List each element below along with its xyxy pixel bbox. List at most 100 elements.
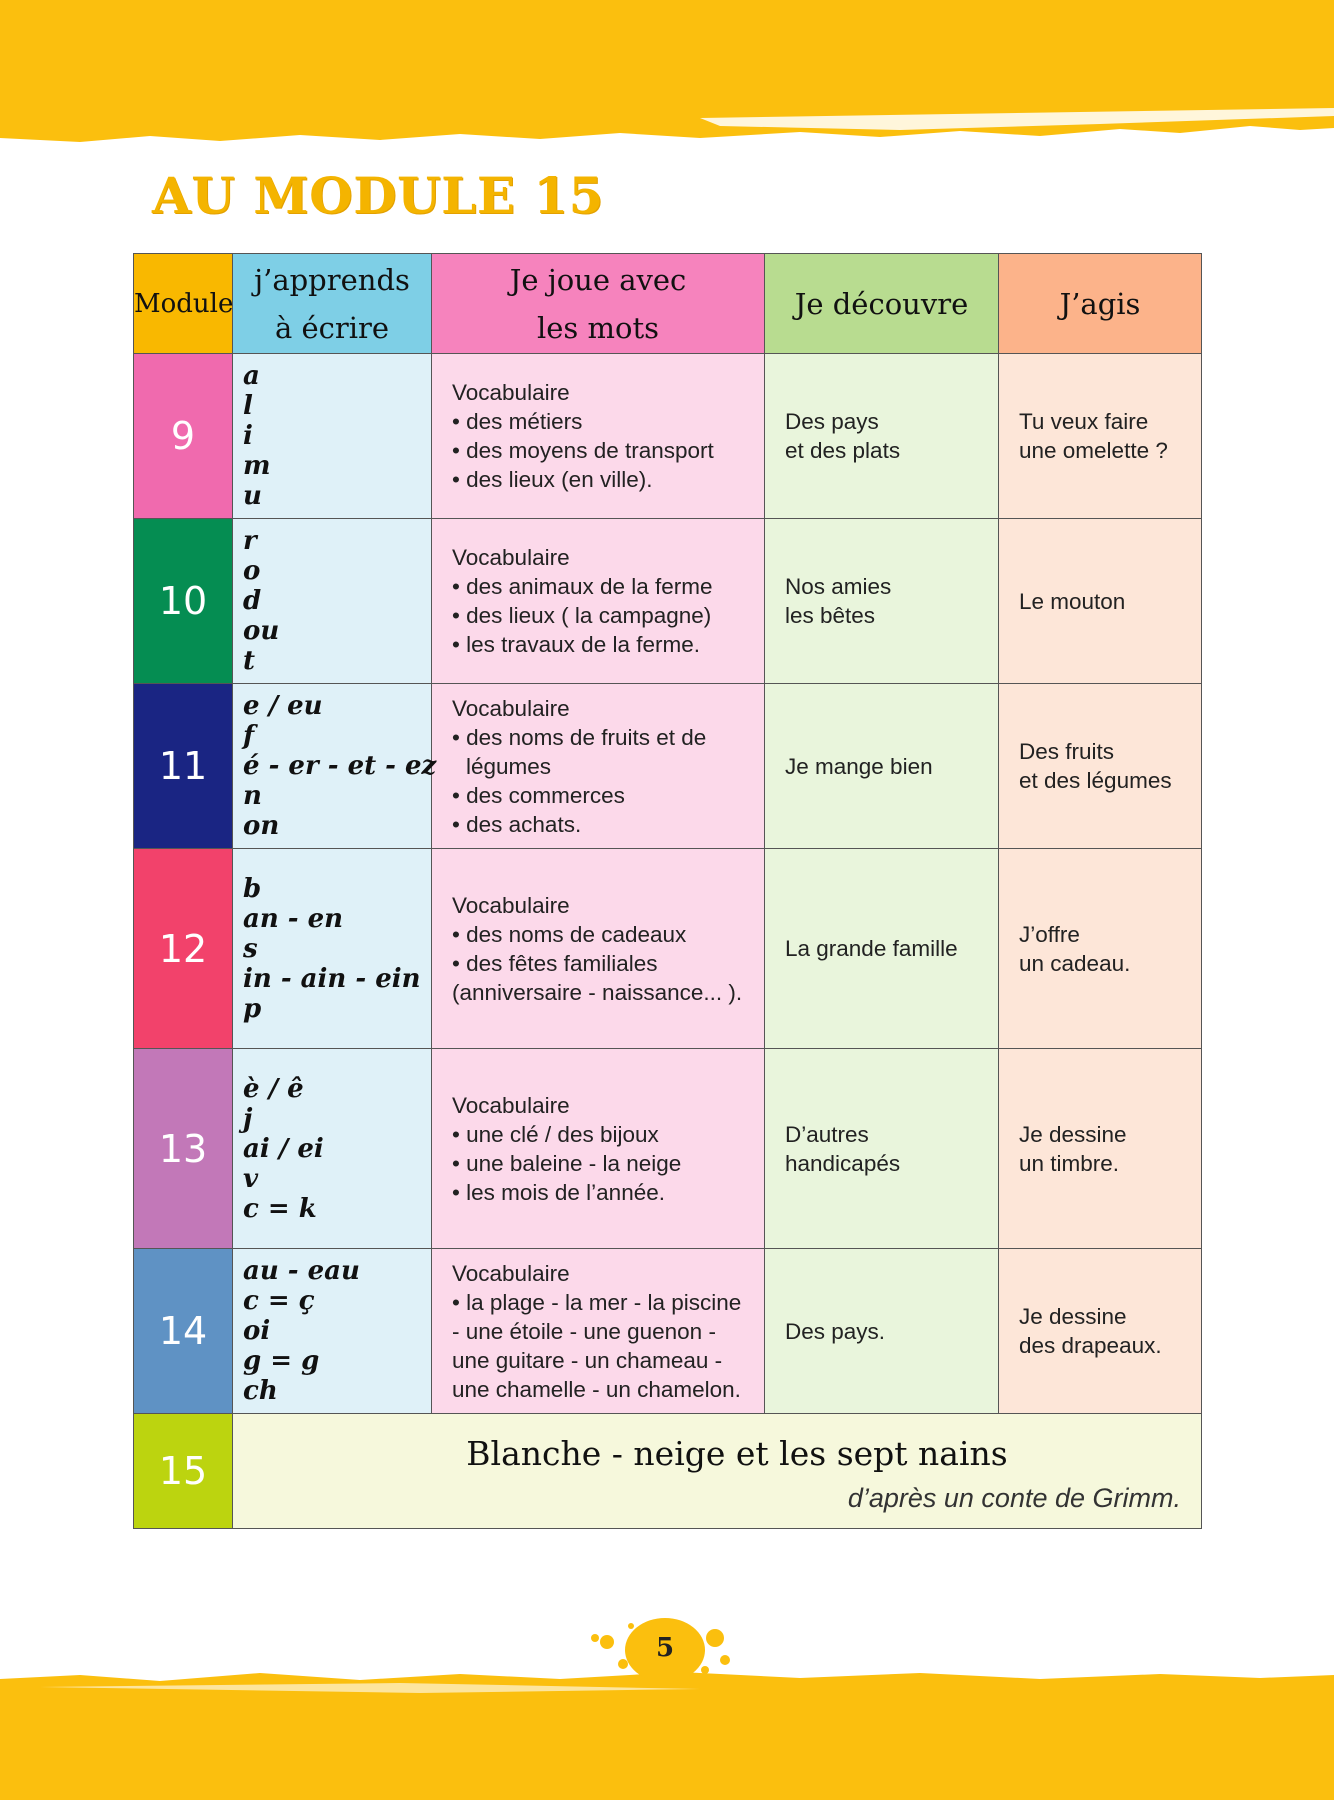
- vocab-cell: Vocabulaire • des animaux de la ferme • de…: [431, 518, 765, 684]
- letters-cell-line: c = ç: [243, 1286, 315, 1316]
- letters-cell-line: oi: [243, 1316, 271, 1346]
- header-agis: J’agis: [998, 253, 1202, 354]
- letters-cell-line: m: [243, 451, 271, 481]
- vocab-cell-line: Vocabulaire: [452, 695, 570, 721]
- letters-cell-line: ch: [243, 1376, 278, 1406]
- vocab-cell-line: • des noms de fruits et de: [452, 724, 707, 750]
- agis-cell-line: et des légumes: [1019, 768, 1172, 793]
- decouvre-cell-line: La grande famille: [785, 936, 958, 961]
- vocab-cell-line: une chamelle - un chamelon.: [452, 1376, 741, 1402]
- decouvre-cell-line: Nos amies: [785, 574, 892, 599]
- decouvre-cell-line: Des pays: [785, 409, 879, 434]
- module-number: 11: [133, 683, 233, 849]
- decouvre-cell: Je mange bien: [764, 683, 999, 849]
- letters-cell: au - eau c = ç oi g = g ch: [232, 1248, 432, 1414]
- top-brush-band: [0, 0, 1334, 142]
- vocab-cell-line: une guitare - un chameau -: [452, 1347, 723, 1373]
- letters-cell-line: an - en: [243, 903, 344, 934]
- agis-cell-line: Des fruits: [1019, 739, 1115, 764]
- letters-cell-line: è / ê: [243, 1073, 304, 1104]
- vocab-cell: Vocabulaire • des noms de cadeaux • des fê…: [431, 848, 765, 1049]
- decouvre-cell: Nos amies les bêtes: [764, 518, 999, 684]
- module-number: 14: [133, 1248, 233, 1414]
- decouvre-cell-line: handicapés: [785, 1150, 901, 1176]
- letters-cell-line: g = g: [243, 1346, 320, 1376]
- letters-cell-line: t: [243, 646, 256, 676]
- letters-cell-line: u: [243, 481, 262, 511]
- module-number: 12: [133, 848, 233, 1049]
- agis-cell-line: Je dessine: [1019, 1121, 1127, 1147]
- vocab-cell-line: • des lieux ( la campagne): [452, 603, 712, 628]
- vocab-cell-line: - une étoile - une guenon -: [452, 1318, 716, 1344]
- decouvre-cell-line: les bêtes: [785, 603, 876, 628]
- vocab-cell-line: • des animaux de la ferme: [452, 574, 713, 599]
- vocab-cell-line: • une clé / des bijoux: [452, 1121, 659, 1147]
- vocab-cell-line: • des achats.: [452, 811, 582, 837]
- agis-cell-line: des drapeaux.: [1019, 1333, 1162, 1358]
- vocab-cell-line: Vocabulaire: [452, 380, 570, 405]
- letters-cell: r o d ou t: [232, 518, 432, 684]
- agis-cell-line: Je dessine: [1019, 1304, 1127, 1329]
- page-number-splash: 5: [565, 1608, 765, 1688]
- vocab-cell-line: Vocabulaire: [452, 545, 570, 570]
- letters-cell-line: r: [243, 526, 257, 556]
- bottom-brush-band: [0, 1672, 1334, 1800]
- module-row: 12 b an - en s in - ain - ein p Vocabulaire • d…: [133, 848, 1202, 1049]
- agis-cell-line: un timbre.: [1019, 1150, 1120, 1176]
- decouvre-cell-line: D’autres: [785, 1121, 869, 1147]
- letters-cell-line: o: [243, 556, 261, 586]
- vocab-cell: Vocabulaire • des métiers • des moyens de …: [431, 353, 765, 519]
- agis-cell: Tu veux faire une omelette ?: [998, 353, 1202, 519]
- vocab-cell-line: • des moyens de transport: [452, 438, 714, 463]
- module-row: 11 e / eu f é - er - et - ez n on Vocabulaire •…: [133, 683, 1202, 849]
- agis-cell: Le mouton: [998, 518, 1202, 684]
- letters-cell-line: p: [243, 993, 262, 1024]
- letters-cell-line: d: [243, 586, 262, 616]
- letters-cell: è / ê j ai / ei v c = k: [232, 1048, 432, 1249]
- module-row: 14 au - eau c = ç oi g = g ch Vocabulaire • la …: [133, 1248, 1202, 1414]
- letters-cell-line: s: [243, 933, 258, 964]
- story-subtitle: d’après un conte de Grimm.: [847, 1483, 1181, 1513]
- module-row: 10 r o d ou t Vocabulaire • des animaux de la f…: [133, 518, 1202, 684]
- final-row: 15 Blanche - neige et les sept nains d’a…: [133, 1413, 1202, 1529]
- letters-cell-line: i: [243, 421, 253, 451]
- decouvre-cell: Des pays et des plats: [764, 353, 999, 519]
- letters-cell-line: au - eau: [243, 1256, 360, 1286]
- agis-cell: Des fruits et des légumes: [998, 683, 1202, 849]
- letters-cell-line: l: [243, 391, 253, 421]
- module-number: 13: [133, 1048, 233, 1249]
- decouvre-cell: La grande famille: [764, 848, 999, 1049]
- agis-cell-line: une omelette ?: [1019, 438, 1168, 463]
- page-number: 5: [655, 1633, 675, 1663]
- vocab-cell-line: légumes: [466, 753, 552, 779]
- page-title: AU MODULE 15: [152, 166, 604, 225]
- letters-cell-line: ai / ei: [243, 1133, 324, 1164]
- letters-cell-line: v: [243, 1163, 259, 1194]
- agis-cell-line: Tu veux faire: [1019, 409, 1149, 434]
- vocab-cell-line: Vocabulaire: [452, 892, 570, 918]
- header-module: Module: [133, 253, 233, 354]
- module-number: 15: [133, 1413, 233, 1529]
- vocab-cell-line: • des lieux (en ville).: [452, 467, 653, 492]
- vocab-cell-line: (anniversaire - naissance... ).: [452, 979, 743, 1005]
- agis-cell: J’offre un cadeau.: [998, 848, 1202, 1049]
- vocab-cell-line: • des métiers: [452, 409, 583, 434]
- letters-cell-line: a: [243, 361, 260, 391]
- letters-cell-line: in - ain - ein: [243, 963, 421, 994]
- vocab-cell: Vocabulaire • une clé / des bijoux • une b…: [431, 1048, 765, 1249]
- decouvre-cell-line: Je mange bien: [785, 753, 933, 779]
- module-number: 9: [133, 353, 233, 519]
- letters-cell-line: on: [243, 811, 280, 841]
- vocab-cell: Vocabulaire • des noms de fruits et de lég…: [431, 683, 765, 849]
- module-row: 9 a l i m u Vocabulaire • des métiers • des moye…: [133, 353, 1202, 519]
- decouvre-cell: Des pays.: [764, 1248, 999, 1414]
- letters-cell-line: c = k: [243, 1193, 317, 1224]
- header-row: Module j’apprends à écrire Je joue avec le…: [133, 253, 1202, 354]
- letters-cell-line: f: [243, 721, 255, 751]
- vocab-cell-line: • des fêtes familiales: [452, 950, 658, 976]
- vocab-cell-line: • les travaux de la ferme.: [452, 632, 700, 657]
- letters-cell-line: j: [243, 1103, 253, 1134]
- header-mots: Je joue avec les mots: [431, 253, 765, 354]
- agis-cell: Je dessine des drapeaux.: [998, 1248, 1202, 1414]
- vocab-cell-line: Vocabulaire: [452, 1092, 570, 1118]
